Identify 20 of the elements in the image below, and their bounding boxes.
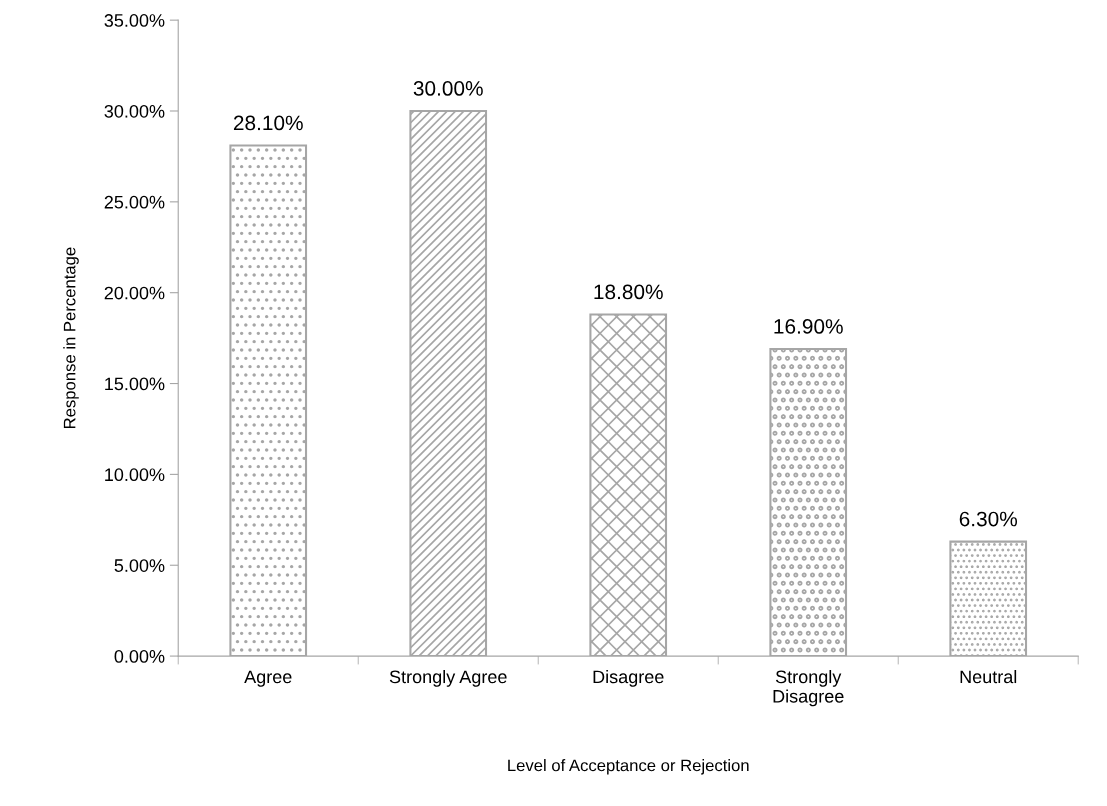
- y-tick-label: 30.00%: [104, 104, 165, 118]
- y-axis-title: Response in Percentage: [63, 247, 79, 429]
- y-tick-label: 20.00%: [104, 286, 165, 300]
- data-label: 18.80%: [594, 284, 663, 300]
- x-tick-label: Disagree: [593, 669, 664, 687]
- y-tick-label: 35.00%: [104, 14, 165, 27]
- x-tick-label: Strongly Disagree: [773, 669, 844, 707]
- x-tick-label: Agree: [244, 670, 292, 687]
- data-label: 6.30%: [959, 511, 1018, 527]
- x-axis-title: Level of Acceptance or Rejection: [508, 759, 749, 775]
- data-label: 30.00%: [413, 81, 483, 96]
- data-label: 28.10%: [233, 115, 303, 131]
- x-tick-label: Strongly Agree: [389, 669, 507, 687]
- y-tick-label: 5.00%: [114, 559, 165, 572]
- data-label: 16.90%: [774, 319, 843, 334]
- y-tick-label: 15.00%: [105, 377, 165, 391]
- y-tick-label: 10.00%: [105, 468, 165, 482]
- y-tick-label: 0.00%: [114, 650, 165, 663]
- x-tick-label: Neutral: [960, 669, 1017, 684]
- y-tick-label: 25.00%: [104, 195, 165, 209]
